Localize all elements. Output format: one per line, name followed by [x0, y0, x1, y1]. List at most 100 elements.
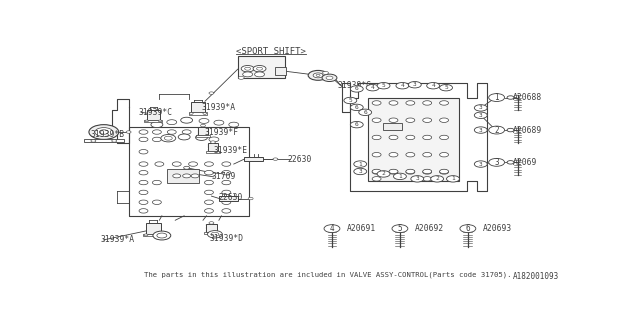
- Circle shape: [372, 135, 381, 140]
- Circle shape: [350, 121, 364, 128]
- Circle shape: [184, 166, 189, 169]
- Circle shape: [205, 171, 213, 175]
- Circle shape: [139, 137, 148, 142]
- Circle shape: [209, 222, 214, 224]
- Circle shape: [406, 169, 415, 174]
- Circle shape: [474, 161, 487, 167]
- Circle shape: [423, 169, 431, 174]
- Circle shape: [406, 118, 415, 123]
- Circle shape: [431, 176, 444, 182]
- Circle shape: [489, 158, 504, 166]
- Text: 31939*E: 31939*E: [214, 146, 248, 155]
- Text: 2: 2: [381, 172, 385, 176]
- Circle shape: [427, 83, 440, 89]
- Circle shape: [440, 169, 449, 174]
- Circle shape: [155, 162, 164, 166]
- Circle shape: [178, 134, 190, 140]
- Circle shape: [205, 200, 213, 204]
- Circle shape: [255, 72, 264, 77]
- Circle shape: [139, 130, 148, 134]
- Circle shape: [112, 140, 116, 142]
- Text: 4: 4: [330, 224, 334, 233]
- Circle shape: [222, 180, 231, 185]
- Circle shape: [324, 225, 340, 233]
- Circle shape: [389, 118, 398, 123]
- Bar: [383, 124, 403, 130]
- Circle shape: [158, 120, 162, 122]
- Circle shape: [323, 71, 328, 74]
- Circle shape: [273, 158, 278, 160]
- Circle shape: [209, 92, 214, 94]
- Bar: [198, 127, 208, 135]
- Circle shape: [372, 153, 381, 157]
- Circle shape: [465, 226, 471, 229]
- Circle shape: [167, 130, 176, 134]
- Text: 31939*G: 31939*G: [338, 81, 372, 90]
- Bar: [167, 169, 199, 182]
- Circle shape: [205, 162, 213, 166]
- Text: 6: 6: [355, 122, 358, 127]
- Circle shape: [350, 104, 364, 111]
- Circle shape: [423, 170, 431, 174]
- Circle shape: [222, 162, 231, 166]
- Text: 6: 6: [364, 110, 367, 115]
- Circle shape: [474, 105, 487, 111]
- Text: <SPORT SHIFT>: <SPORT SHIFT>: [236, 47, 306, 56]
- Text: 31939*C: 31939*C: [138, 108, 173, 117]
- Circle shape: [151, 122, 163, 128]
- Circle shape: [440, 101, 449, 105]
- Circle shape: [507, 161, 514, 164]
- Circle shape: [152, 130, 161, 134]
- Circle shape: [211, 232, 219, 236]
- Circle shape: [222, 171, 231, 175]
- Text: 22630: 22630: [219, 193, 243, 202]
- Text: 4: 4: [431, 83, 435, 88]
- Bar: [191, 102, 205, 112]
- Circle shape: [377, 83, 390, 89]
- Circle shape: [354, 161, 367, 167]
- Circle shape: [205, 190, 213, 195]
- Bar: [189, 112, 207, 115]
- Text: A20691: A20691: [347, 224, 376, 233]
- Text: 3: 3: [494, 158, 499, 167]
- Bar: [367, 98, 460, 181]
- Circle shape: [200, 124, 205, 127]
- Circle shape: [167, 120, 177, 124]
- Bar: [205, 151, 220, 153]
- Circle shape: [182, 130, 191, 134]
- Text: 3: 3: [479, 128, 483, 132]
- Text: 31939*A: 31939*A: [101, 236, 135, 244]
- Text: 3: 3: [358, 169, 362, 174]
- Bar: [143, 234, 163, 236]
- Bar: [146, 223, 161, 234]
- Circle shape: [91, 140, 96, 142]
- Circle shape: [139, 171, 148, 175]
- Circle shape: [440, 170, 449, 174]
- Circle shape: [180, 117, 193, 123]
- Circle shape: [95, 128, 113, 136]
- Circle shape: [214, 120, 224, 125]
- Circle shape: [205, 180, 213, 185]
- Circle shape: [372, 118, 381, 123]
- Text: 31939*D: 31939*D: [210, 234, 244, 243]
- Text: A2069: A2069: [513, 158, 537, 167]
- Circle shape: [372, 177, 381, 181]
- Text: 31939*B: 31939*B: [91, 131, 125, 140]
- Circle shape: [199, 118, 209, 124]
- Circle shape: [244, 67, 251, 70]
- Circle shape: [126, 131, 131, 133]
- Text: 4: 4: [401, 83, 404, 88]
- Bar: [220, 196, 238, 201]
- Text: 1: 1: [494, 93, 499, 102]
- Circle shape: [372, 169, 381, 174]
- Text: A20692: A20692: [415, 224, 444, 233]
- Circle shape: [366, 84, 379, 91]
- Circle shape: [189, 162, 198, 166]
- Circle shape: [139, 180, 148, 185]
- Circle shape: [392, 225, 408, 233]
- Circle shape: [209, 137, 219, 142]
- Text: A20688: A20688: [513, 93, 542, 102]
- Circle shape: [423, 177, 431, 181]
- Circle shape: [423, 153, 431, 157]
- Circle shape: [182, 174, 191, 178]
